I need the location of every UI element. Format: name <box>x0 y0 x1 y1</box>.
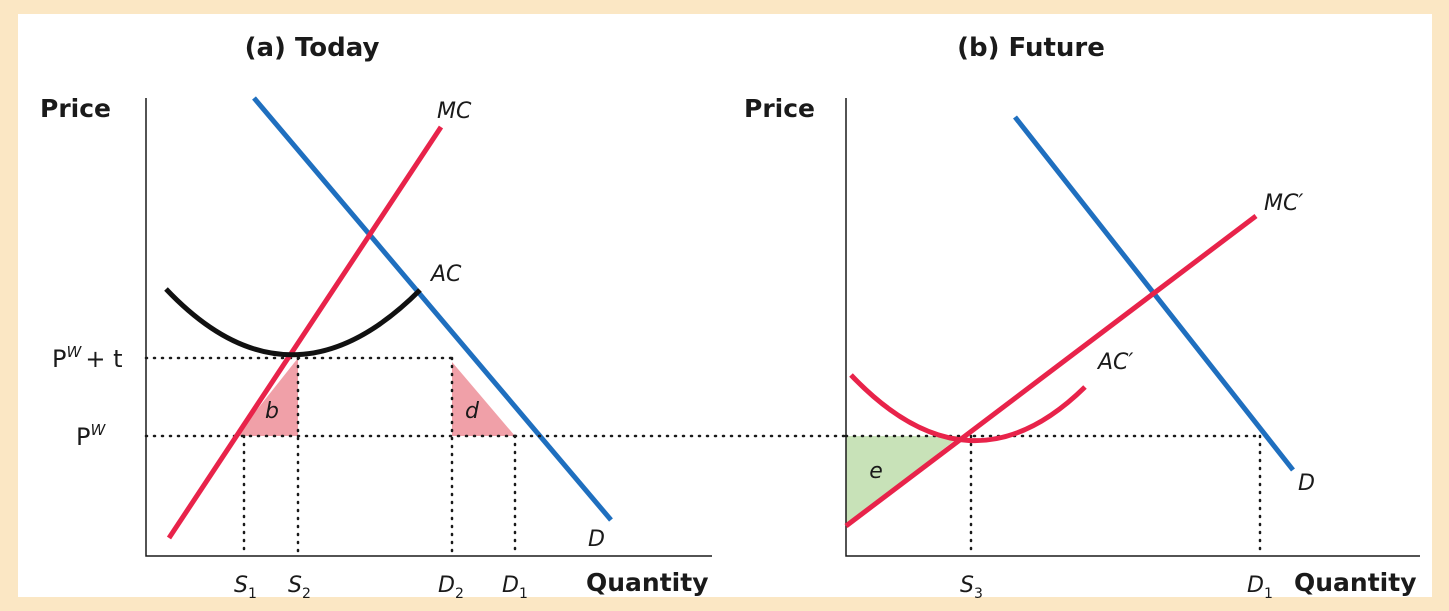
price-axis-label-future: Price <box>744 94 815 123</box>
tick-pw-plus-t: PW + t <box>52 343 122 373</box>
panel-today: (a) Today b d MC AC D Price Quantity PW +… <box>40 33 712 602</box>
tick-d1-today: D1 <box>502 573 528 602</box>
area-d-triangle <box>452 362 515 436</box>
tick-s2: S2 <box>288 573 311 602</box>
area-e-label: e <box>869 459 883 484</box>
panel-future-title: (b) Future <box>957 33 1105 63</box>
ac-label-today: AC <box>429 262 462 287</box>
tick-d2: D2 <box>438 573 464 602</box>
diagram-panel <box>18 14 1432 597</box>
d-label-today: D <box>588 527 605 552</box>
panel-future-axes <box>845 98 1420 557</box>
price-axis-label-today: Price <box>40 94 111 123</box>
panel-today-axes <box>145 98 712 557</box>
area-d-label: d <box>465 399 480 424</box>
mc-label-today: MC <box>437 99 472 124</box>
area-b-label: b <box>265 399 279 424</box>
tick-s1: S1 <box>234 573 257 602</box>
mc-curve-today <box>166 125 444 540</box>
panel-future: (b) Future e MC′ AC′ D Price Quantity S3… <box>744 33 1420 602</box>
quantity-axis-label-today: Quantity <box>586 568 709 597</box>
mc-curve-future <box>844 214 1258 528</box>
tick-pw-today: PW <box>76 421 106 451</box>
d-label-future: D <box>1298 471 1315 496</box>
ac-curve-future <box>849 373 1087 443</box>
ac-label-future: AC′ <box>1096 350 1133 375</box>
demand-curve-today <box>252 96 613 522</box>
tick-s3: S3 <box>960 573 983 602</box>
panel-today-title: (a) Today <box>245 33 380 63</box>
mc-label-future: MC′ <box>1264 191 1303 216</box>
quantity-axis-label-future: Quantity <box>1294 568 1417 597</box>
tick-d1-future: D1 <box>1247 573 1273 602</box>
ac-curve-today <box>164 287 422 358</box>
